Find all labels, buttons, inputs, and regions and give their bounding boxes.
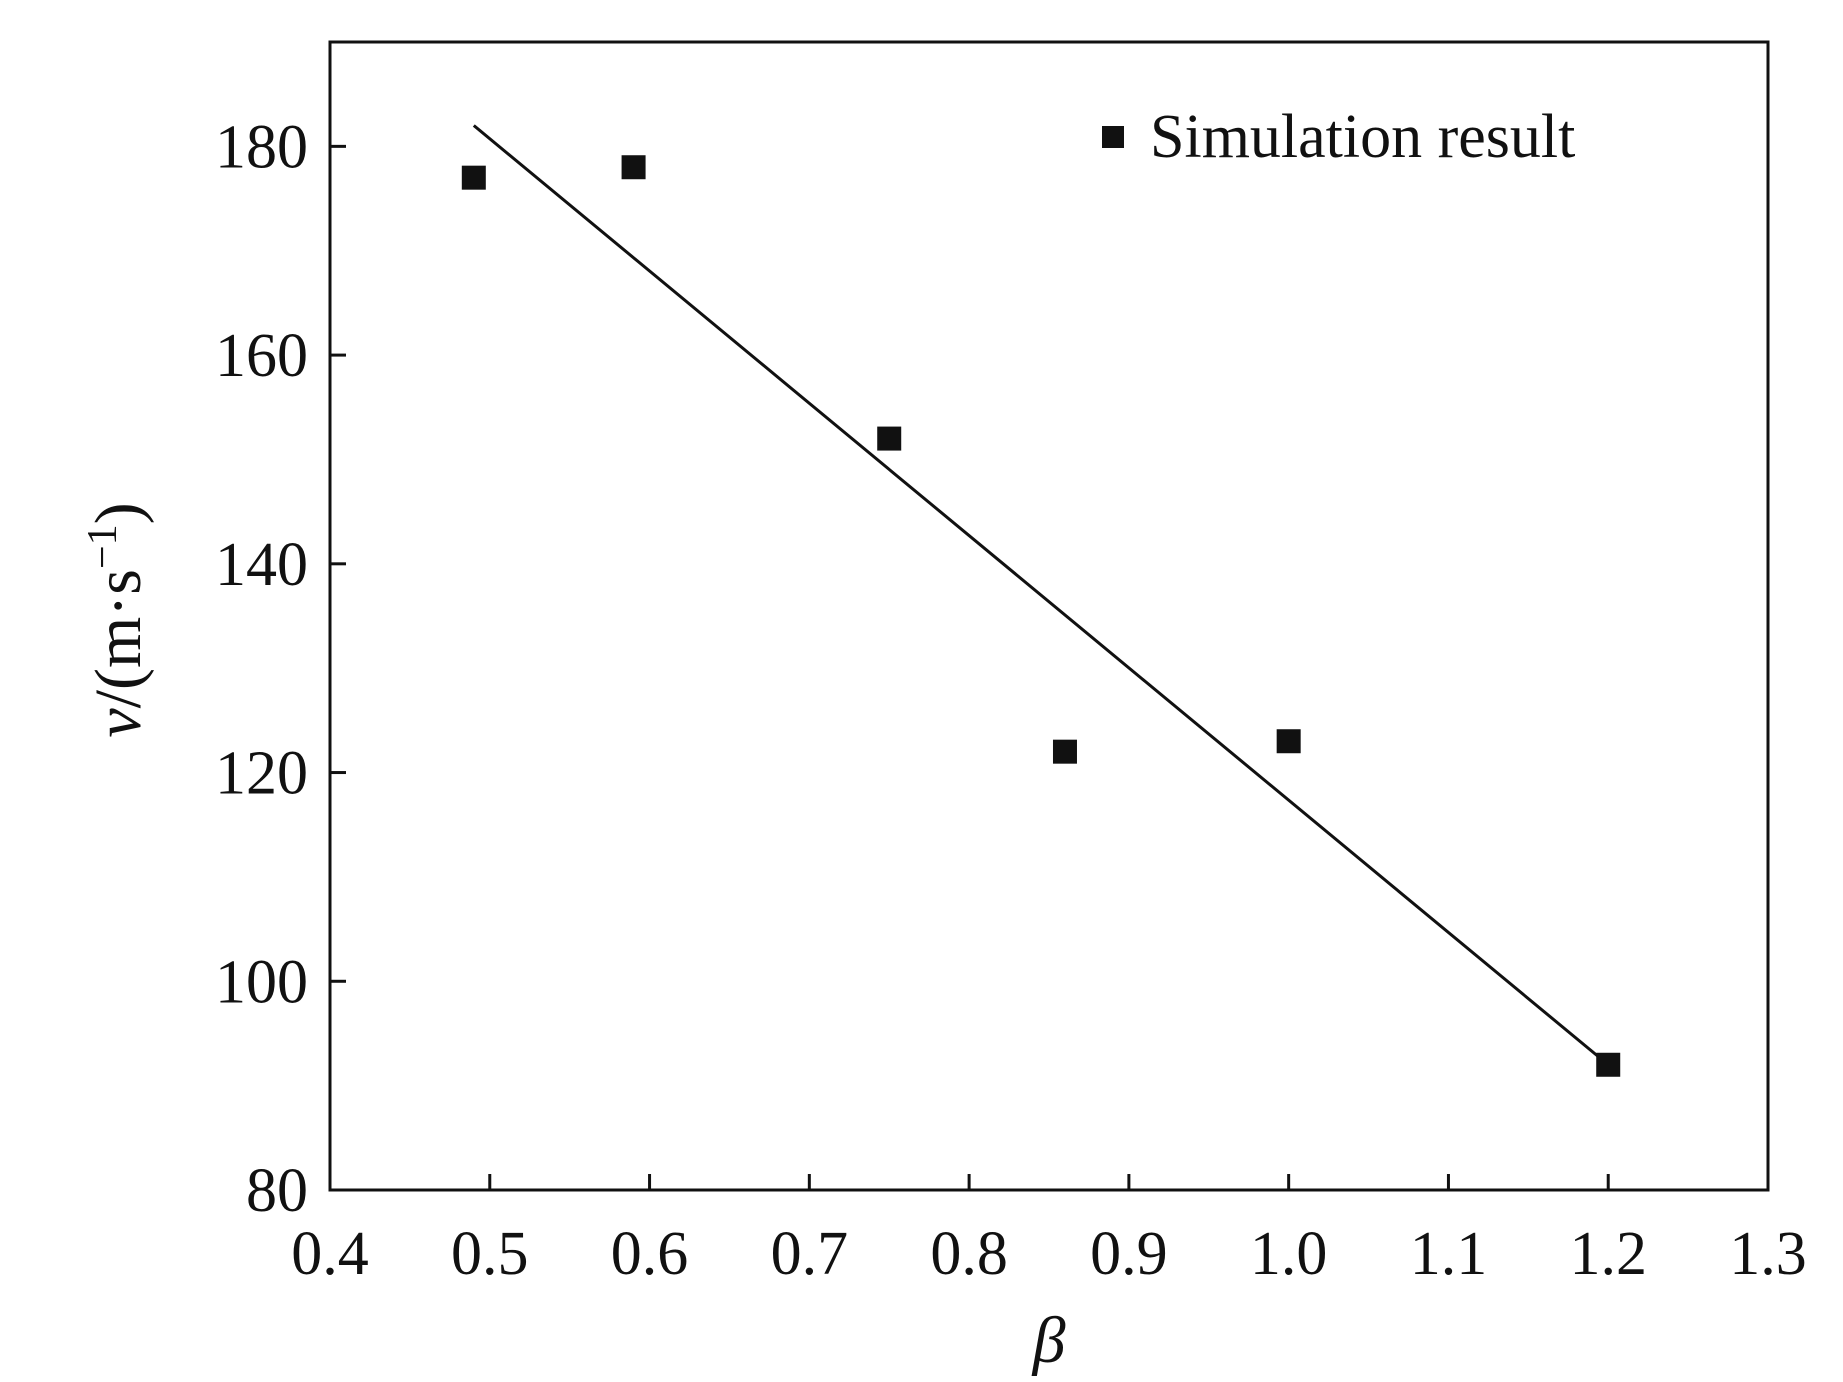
x-tick-label: 0.7 bbox=[771, 1220, 849, 1288]
legend-label: Simulation result bbox=[1150, 103, 1575, 171]
labels-layer: β v/(m·s−1) bbox=[80, 502, 1066, 1377]
x-tick-label: 1.2 bbox=[1569, 1220, 1647, 1288]
y-tick-label: 140 bbox=[215, 531, 308, 599]
y-tick-label: 160 bbox=[215, 322, 308, 390]
fit-line bbox=[472, 124, 1610, 1066]
ticks-layer: 0.4 0.5 0.6 0.7 0.8 0.9 1.0 1.1 1.2 1.3 80 100 120 14… bbox=[215, 113, 1807, 1288]
y-axis-label-close: ) bbox=[82, 502, 155, 524]
data-point bbox=[1596, 1052, 1621, 1077]
fit-line-layer bbox=[472, 124, 1610, 1066]
data-point bbox=[621, 155, 646, 180]
y-tick-label: 120 bbox=[215, 740, 308, 808]
y-tick-label: 180 bbox=[215, 113, 308, 181]
x-tick-label: 0.4 bbox=[291, 1220, 369, 1288]
data-point bbox=[461, 165, 486, 190]
data-points-layer bbox=[461, 155, 1621, 1077]
data-point bbox=[1052, 739, 1077, 764]
data-point bbox=[1276, 729, 1301, 754]
x-tick-label: 0.5 bbox=[451, 1220, 529, 1288]
plot-frame bbox=[328, 40, 1770, 1192]
y-tick-label: 80 bbox=[246, 1157, 308, 1225]
legend: Simulation result bbox=[1102, 103, 1575, 171]
x-tick-label: 1.1 bbox=[1410, 1220, 1488, 1288]
y-axis-label-symbol: v bbox=[82, 708, 155, 738]
x-tick-label: 1.0 bbox=[1250, 1220, 1328, 1288]
axes-layer bbox=[328, 40, 1770, 1192]
y-axis-label: v/(m·s−1) bbox=[80, 502, 155, 737]
x-axis-label: β bbox=[1031, 1304, 1066, 1377]
x-tick-label: 1.3 bbox=[1729, 1220, 1807, 1288]
y-tick-label: 100 bbox=[215, 948, 308, 1016]
x-tick-label: 0.9 bbox=[1090, 1220, 1168, 1288]
legend-marker-square bbox=[1102, 126, 1124, 148]
data-point bbox=[877, 426, 902, 451]
x-tick-label: 0.8 bbox=[930, 1220, 1008, 1288]
x-tick-label: 0.6 bbox=[611, 1220, 689, 1288]
y-axis-label-unit: /(m·s bbox=[82, 569, 155, 708]
y-axis-label-exponent: −1 bbox=[80, 524, 126, 569]
